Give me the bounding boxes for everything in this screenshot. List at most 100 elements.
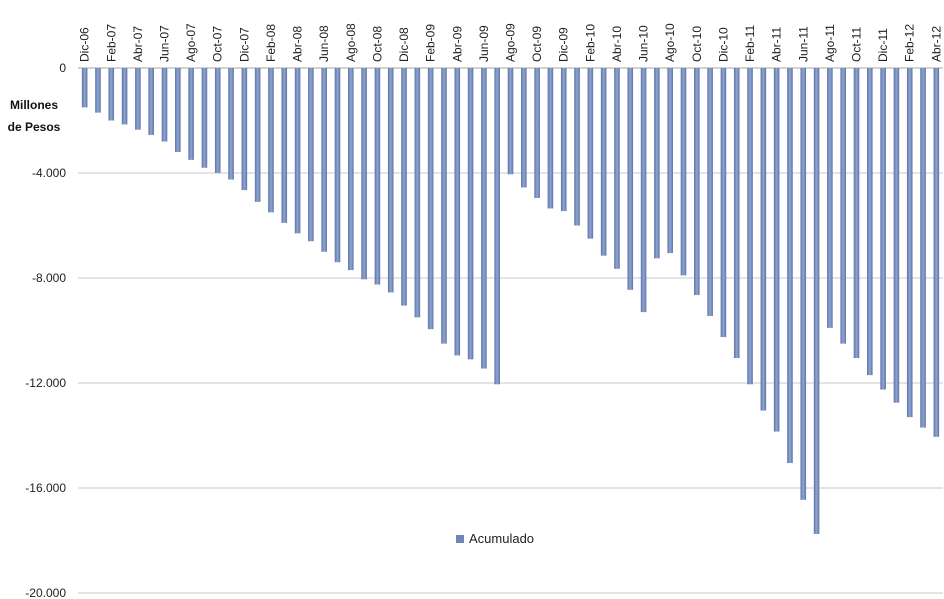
bar bbox=[135, 68, 141, 130]
x-tick-label: Ago-07 bbox=[184, 23, 198, 62]
bar bbox=[840, 68, 846, 344]
bar bbox=[254, 68, 261, 202]
x-tick-label: Oct-11 bbox=[850, 27, 864, 62]
y-tick-label: -4.000 bbox=[32, 166, 66, 180]
x-tick-label: Oct-10 bbox=[690, 26, 704, 62]
x-axis-ticks: Dic-06 Feb-07 Abr-07 Jun-07 Ago-07 Oct-07 Dic-… bbox=[78, 23, 944, 62]
legend: Acumulado bbox=[456, 531, 534, 546]
bar bbox=[600, 68, 607, 256]
y-axis-label-line-2: de Pesos bbox=[8, 120, 61, 134]
x-tick-label: Jun-11 bbox=[796, 26, 810, 62]
x-tick-label: Feb-08 bbox=[264, 24, 278, 62]
bar bbox=[694, 68, 700, 296]
bar bbox=[281, 68, 288, 223]
x-tick-label: Dic-06 bbox=[78, 27, 92, 62]
x-tick-label: Feb-09 bbox=[424, 24, 438, 62]
bar bbox=[560, 68, 567, 212]
bar bbox=[813, 68, 820, 534]
bar bbox=[933, 68, 940, 437]
x-tick-label: Oct-07 bbox=[211, 26, 225, 62]
x-tick-label: Ago-08 bbox=[344, 23, 358, 62]
bar bbox=[374, 68, 381, 285]
bar bbox=[467, 68, 474, 360]
x-tick-label: Ago-10 bbox=[663, 23, 677, 62]
x-tick-label: Dic-11 bbox=[876, 28, 890, 62]
y-axis-label-line-1: Millones bbox=[10, 98, 58, 112]
bar bbox=[175, 68, 181, 152]
bar bbox=[733, 68, 740, 359]
bar bbox=[441, 68, 447, 344]
bar bbox=[760, 68, 767, 411]
x-tick-label: Feb-11 bbox=[743, 25, 757, 62]
bar bbox=[587, 68, 594, 239]
bar bbox=[787, 68, 793, 464]
x-tick-label: Dic-07 bbox=[237, 27, 251, 62]
bar bbox=[401, 68, 407, 306]
bar bbox=[720, 68, 727, 338]
x-tick-label: Dic-08 bbox=[397, 27, 411, 62]
x-tick-label: Feb-07 bbox=[104, 24, 118, 62]
bar bbox=[707, 68, 713, 317]
bar bbox=[148, 68, 154, 135]
x-tick-label: Abr-11 bbox=[770, 27, 784, 62]
y-tick-label: -16.000 bbox=[25, 481, 66, 495]
y-tick-label: -20.000 bbox=[25, 586, 66, 599]
bar bbox=[574, 68, 580, 226]
legend-label: Acumulado bbox=[469, 531, 534, 546]
bar bbox=[640, 68, 647, 313]
bar bbox=[614, 68, 620, 269]
bar bbox=[481, 68, 487, 369]
x-tick-label: Jun-07 bbox=[158, 25, 172, 62]
x-tick-label: Jun-08 bbox=[317, 25, 331, 62]
bar bbox=[680, 68, 687, 276]
bar bbox=[294, 68, 301, 234]
bar bbox=[361, 68, 367, 280]
bar bbox=[893, 68, 900, 403]
bar bbox=[121, 68, 128, 125]
x-tick-label: Abr-10 bbox=[610, 26, 624, 62]
bars bbox=[81, 68, 940, 534]
y-axis-ticks: 0 -4.000 -8.000 -12.000 -16.000 -20.000 bbox=[25, 61, 66, 599]
bar bbox=[427, 68, 434, 330]
bar bbox=[853, 68, 860, 359]
x-tick-label: Feb-12 bbox=[903, 24, 917, 62]
bar bbox=[534, 68, 540, 198]
bar bbox=[268, 68, 274, 213]
bar bbox=[880, 68, 886, 390]
x-tick-label: Oct-08 bbox=[370, 26, 384, 62]
legend-swatch bbox=[456, 535, 464, 543]
bar bbox=[507, 68, 514, 175]
y-tick-label: 0 bbox=[59, 61, 66, 75]
bar bbox=[241, 68, 248, 191]
x-tick-label: Feb-10 bbox=[583, 24, 597, 62]
bar bbox=[654, 68, 660, 259]
x-tick-label: Jun-09 bbox=[477, 25, 491, 62]
bar bbox=[414, 68, 421, 318]
bar bbox=[108, 68, 115, 121]
bar bbox=[348, 68, 354, 271]
x-tick-label: Abr-09 bbox=[450, 26, 464, 62]
bar bbox=[321, 68, 327, 252]
x-tick-label: Jun-10 bbox=[637, 25, 651, 62]
bar bbox=[773, 68, 780, 432]
bar bbox=[214, 68, 221, 173]
bar bbox=[334, 68, 341, 263]
bar bbox=[547, 68, 554, 209]
gridlines bbox=[78, 67, 943, 594]
bar bbox=[627, 68, 634, 290]
x-tick-label: Abr-07 bbox=[131, 26, 145, 62]
bar bbox=[747, 68, 753, 385]
x-tick-label: Ago-09 bbox=[504, 23, 518, 62]
bar bbox=[906, 68, 913, 418]
x-tick-label: Dic-10 bbox=[716, 27, 730, 62]
x-tick-label: Dic-09 bbox=[557, 27, 571, 62]
bar bbox=[667, 68, 673, 254]
bar bbox=[161, 68, 168, 142]
bar bbox=[81, 68, 88, 108]
bar bbox=[95, 68, 101, 113]
bar bbox=[920, 68, 926, 428]
x-tick-label: Abr-12 bbox=[929, 26, 943, 62]
bar bbox=[827, 68, 833, 328]
bar bbox=[494, 68, 500, 385]
